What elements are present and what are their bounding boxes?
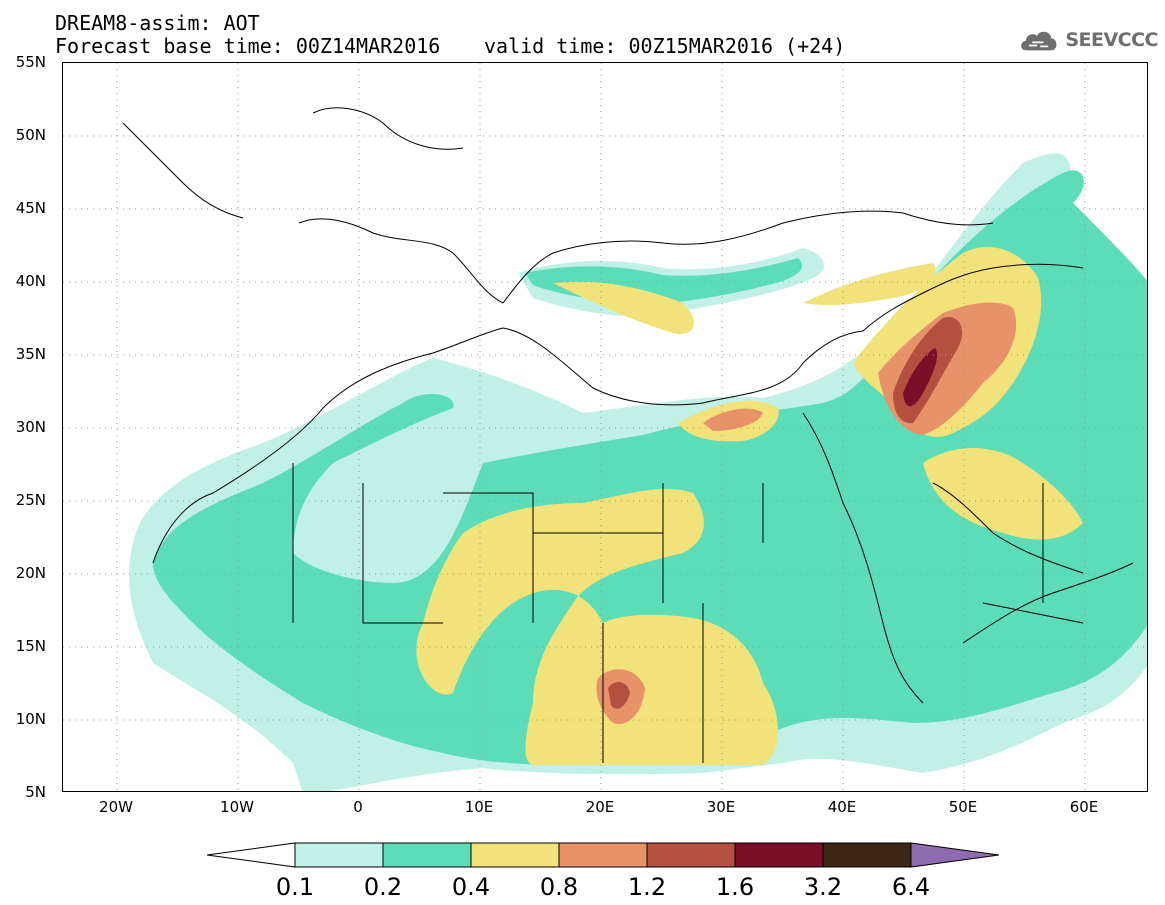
aot-contour-1.6 [903,348,938,407]
lat-label-15n: 15N [15,637,46,655]
colorbar-bin-0.1 [294,842,384,868]
lat-label-35n: 35N [15,345,46,363]
colorbar-label-3.2: 3.2 [803,873,843,901]
lon-label-10e: 10E [464,798,494,816]
lat-label-40n: 40N [15,272,46,290]
forecast-base-time: Forecast base time: 00Z14MAR2016 [55,34,441,58]
lon-label-0: 0 [353,798,363,816]
lon-label-50e: 50E [948,798,978,816]
valid-time: valid time: 00Z15MAR2016 (+24) [484,34,846,58]
lat-label-45n: 45N [15,199,46,217]
lat-label-5n: 5N [25,783,46,801]
aot-map-canvas [63,63,1147,791]
chart-title: DREAM8-assim: AOT [55,11,260,35]
lat-label-20n: 20N [15,564,46,582]
lat-label-50n: 50N [15,126,46,144]
colorbar-bin-0.4 [470,842,560,868]
lon-label-30e: 30E [706,798,736,816]
colorbar-under-arrow [206,842,296,868]
lat-label-30n: 30N [15,418,46,436]
colorbar-svg [206,842,1000,868]
coastlines [122,107,1134,763]
colorbar-label-1.2: 1.2 [627,873,667,901]
colorbar-label-6.4: 6.4 [891,873,931,901]
colorbar-bin-1.6 [734,842,824,868]
colorbar-over-arrow [910,842,1000,868]
logo-text: SEEVCCC [1065,29,1158,51]
colorbar [206,840,1000,870]
lon-label-20w: 20W [99,798,133,816]
colorbar-label-0.8: 0.8 [539,873,579,901]
colorbar-bin-3.2 [822,842,912,868]
colorbar-bin-0.8 [558,842,648,868]
seevccc-logo: SEEVCCC [1018,22,1158,58]
cloud-icon [1021,31,1057,51]
aot-map [62,62,1148,792]
colorbar-bin-0.2 [382,842,472,868]
lon-label-20e: 20E [585,798,615,816]
colorbar-label-0.2: 0.2 [363,873,403,901]
lon-label-40e: 40E [827,798,857,816]
lon-label-60e: 60E [1069,798,1099,816]
lon-label-10w: 10W [220,798,254,816]
colorbar-label-1.6: 1.6 [715,873,755,901]
colorbar-label-0.4: 0.4 [451,873,491,901]
colorbar-bin-1.2 [646,842,736,868]
colorbar-label-0.1: 0.1 [275,873,315,901]
lat-label-55n: 55N [15,53,46,71]
lat-label-25n: 25N [15,491,46,509]
lat-label-10n: 10N [15,710,46,728]
